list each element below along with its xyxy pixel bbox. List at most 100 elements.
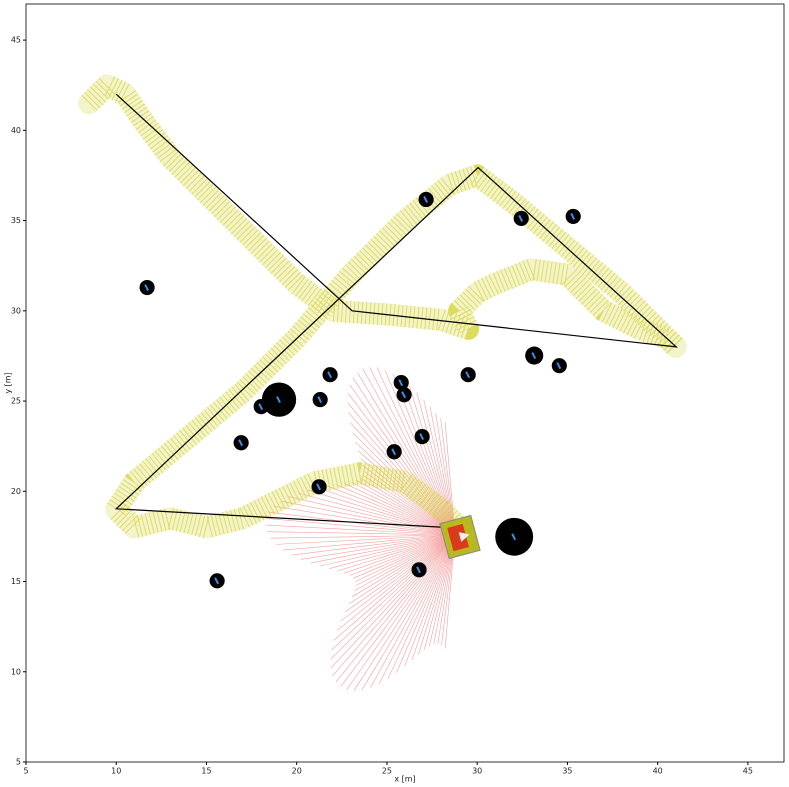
lidar-ray (270, 534, 456, 539)
lidar-ray (370, 534, 456, 688)
lidar-ray (347, 402, 456, 536)
lidar-ray (349, 384, 456, 536)
obstacle-heading (518, 214, 524, 222)
lidar-ray (435, 413, 456, 536)
lidar-ray (347, 393, 456, 536)
lidar-ray (265, 524, 456, 536)
lidar-ray (340, 534, 456, 622)
obstacle-heading (317, 396, 323, 404)
lidar-ray (344, 534, 456, 613)
lidar-ray (266, 531, 456, 536)
obstacle-heading (570, 212, 576, 220)
obstacle-heading (419, 433, 425, 441)
lidar-ray (337, 534, 456, 572)
x-tick-label: 45 (743, 767, 753, 776)
lidar-ray (387, 534, 456, 679)
obstacle-heading (511, 533, 517, 541)
lidar-ray (273, 506, 456, 536)
y-axis-label: y [m] (4, 372, 13, 393)
obstacle-heading (391, 448, 397, 456)
x-tick-label: 5 (23, 767, 28, 776)
lidar-ray (333, 534, 456, 641)
lidar-ray (360, 477, 456, 536)
x-tick-label: 30 (472, 767, 482, 776)
lidar-ray (355, 441, 456, 536)
lidar-ray (336, 534, 456, 631)
y-tick-label: 40 (11, 126, 21, 135)
lidar-rays (265, 367, 456, 691)
lidar-ray (283, 534, 456, 551)
lidar-ray (310, 534, 456, 564)
obstacle-heading (316, 483, 321, 491)
obstacle-heading (556, 362, 562, 370)
trajectory-band (78, 74, 687, 539)
lidar-ray (408, 385, 456, 536)
lidar-ray (348, 534, 456, 605)
lidar-ray (330, 534, 456, 669)
lidar-ray (362, 368, 456, 536)
obstacle-heading (465, 371, 471, 379)
lidar-ray (280, 500, 456, 536)
lidar-ray (340, 534, 456, 687)
lidar-ray (320, 534, 456, 567)
lidar-ray (330, 534, 456, 660)
obstacle-heading (416, 566, 421, 574)
lidar-ray (349, 534, 456, 576)
lidar-ray (355, 534, 456, 582)
y-tick-label: 10 (11, 667, 21, 676)
x-tick-label: 35 (562, 767, 572, 776)
lidar-ray (344, 534, 456, 574)
lidar-ray (411, 534, 456, 661)
lidar-ray (379, 534, 456, 684)
axes-frame (25, 3, 785, 763)
x-tick-label: 25 (382, 767, 392, 776)
y-tick-label: 5 (16, 758, 21, 767)
x-tick-label: 20 (292, 767, 302, 776)
y-tick-label: 25 (11, 397, 21, 406)
obstacle-heading (398, 379, 404, 387)
obstacle-heading (531, 352, 537, 360)
x-tick-label: 40 (653, 767, 663, 776)
y-tick-label: 15 (11, 577, 21, 586)
lidar-ray (416, 392, 456, 536)
lidar-ray (291, 534, 456, 556)
lidar-ray (266, 518, 456, 536)
lidar-ray (346, 534, 456, 690)
lidar-ray (400, 378, 456, 536)
obstacle-heading (258, 403, 264, 411)
lidar-ray (361, 534, 456, 691)
lidar-ray (355, 534, 456, 586)
lidar-ray (356, 480, 456, 536)
lidar-ray (351, 534, 456, 598)
lidar-ray (376, 367, 456, 536)
lidar-ray (353, 534, 456, 579)
lidar-ray (353, 534, 456, 691)
lidar-ray (276, 534, 456, 545)
x-tick-label: 10 (111, 767, 121, 776)
lidar-ray (300, 534, 456, 560)
lidar-ray (369, 367, 456, 536)
lidar-ray (307, 489, 456, 536)
lidar-ray (352, 377, 456, 536)
lidar-ray (350, 422, 456, 536)
y-tick-label: 30 (11, 306, 21, 315)
obstacle-heading (214, 577, 220, 585)
lidar-ray (444, 422, 456, 536)
lidar-ray (288, 496, 456, 536)
obstacle-heading (401, 391, 406, 399)
obstacle-heading (423, 196, 429, 203)
lidar-ray (335, 534, 456, 683)
obstacle-heading (144, 284, 149, 291)
lidar-ray (429, 406, 456, 536)
obstacle-heading (327, 371, 332, 379)
x-axis-label: x [m] (394, 775, 415, 784)
robot-heading (458, 532, 470, 542)
lidar-ray (297, 492, 456, 536)
lidar-ray (329, 534, 456, 570)
y-tick-label: 45 (11, 36, 21, 45)
robot (439, 514, 481, 560)
reference-path (114, 93, 679, 528)
lidar-ray (357, 372, 456, 536)
lidar-ray (331, 534, 456, 651)
